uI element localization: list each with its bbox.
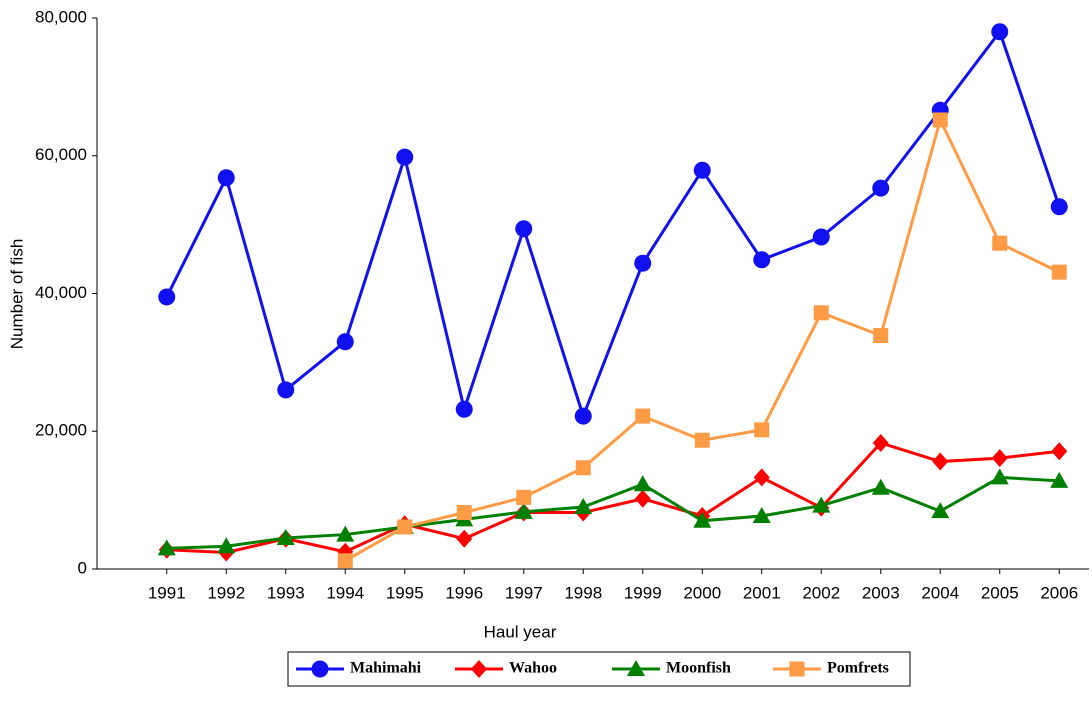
x-tick-label: 1998 (564, 583, 602, 602)
marker (754, 422, 770, 438)
marker (1050, 198, 1068, 216)
series-line (166, 441, 1060, 554)
marker (574, 407, 592, 425)
legend-marker (627, 660, 645, 676)
marker (931, 502, 950, 519)
x-tick-label: 2002 (802, 583, 840, 602)
marker (752, 506, 771, 523)
marker (872, 433, 889, 452)
marker (276, 529, 295, 546)
marker (990, 468, 1009, 485)
x-tick-label: 1999 (624, 583, 662, 602)
x-tick-label: 2005 (981, 583, 1019, 602)
y-tick-label: 80,000 (35, 7, 87, 26)
x-tick-label: 2003 (862, 583, 900, 602)
marker (634, 254, 652, 272)
series-line (165, 28, 1061, 421)
legend-marker (789, 661, 805, 677)
y-tick-label: 60,000 (35, 145, 87, 164)
marker (694, 432, 710, 448)
x-tick-label: 1995 (386, 583, 424, 602)
marker (872, 179, 890, 197)
y-tick-label: 0 (78, 558, 87, 577)
x-axis-label: Haul year (484, 622, 557, 641)
x-tick-label: 1997 (505, 583, 543, 602)
marker (277, 381, 295, 399)
marker (753, 251, 771, 269)
marker (1051, 442, 1068, 461)
marker (871, 478, 890, 495)
marker (574, 498, 593, 515)
marker (635, 408, 651, 424)
marker (1051, 264, 1067, 280)
marker (515, 220, 533, 238)
x-tick-label: 1996 (445, 583, 483, 602)
marker (516, 489, 532, 505)
marker (753, 468, 770, 487)
marker (217, 169, 235, 187)
legend-label: Pomfrets (827, 660, 889, 677)
x-tick-label: 2006 (1040, 583, 1078, 602)
marker (336, 525, 355, 542)
marker (575, 460, 591, 476)
marker (337, 553, 353, 569)
x-tick-label: 2004 (921, 583, 959, 602)
marker (812, 228, 830, 246)
marker (455, 400, 473, 418)
series-line (166, 475, 1060, 550)
marker (693, 161, 711, 179)
marker (396, 148, 414, 166)
legend-label: Mahimahi (350, 660, 422, 677)
marker (217, 537, 236, 554)
marker (633, 475, 652, 492)
legend-marker (471, 660, 487, 678)
marker (693, 511, 712, 528)
x-tick-label: 1992 (207, 583, 245, 602)
marker (932, 112, 948, 128)
series-line (344, 115, 1060, 563)
marker (812, 496, 831, 513)
marker (873, 328, 889, 344)
legend-label: Moonfish (666, 660, 731, 677)
marker (992, 235, 1008, 251)
y-tick-label: 40,000 (35, 283, 87, 302)
x-tick-label: 1994 (326, 583, 364, 602)
marker (813, 305, 829, 321)
legend-marker (311, 660, 329, 678)
marker (991, 23, 1009, 41)
marker (157, 539, 176, 556)
marker (336, 333, 354, 351)
marker (991, 449, 1008, 468)
marker (158, 288, 176, 306)
x-tick-label: 1991 (148, 583, 186, 602)
marker (932, 452, 949, 471)
marker (397, 519, 413, 535)
y-tick-label: 20,000 (35, 421, 87, 440)
y-axis-label: Number of fish (7, 239, 26, 350)
marker (634, 489, 651, 508)
x-tick-label: 2000 (683, 583, 721, 602)
legend-label: Wahoo (509, 660, 557, 677)
x-tick-label: 1993 (267, 583, 305, 602)
marker (456, 529, 473, 548)
marker (456, 505, 472, 521)
x-tick-label: 2001 (743, 583, 781, 602)
marker (514, 502, 533, 519)
marker (1050, 471, 1069, 488)
